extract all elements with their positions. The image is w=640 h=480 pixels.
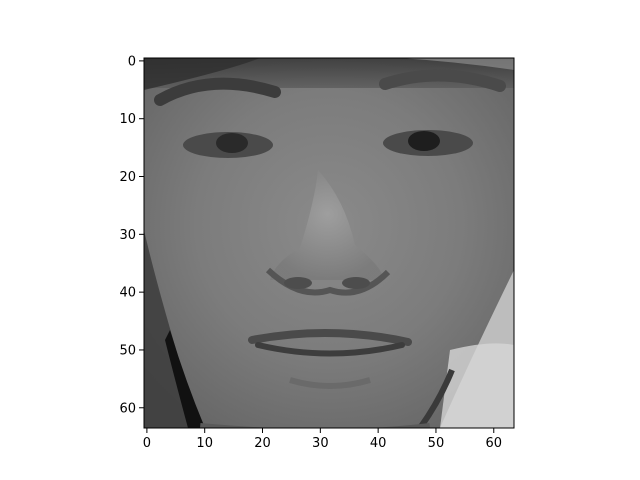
y-tick-label: 10 bbox=[119, 112, 136, 127]
axes-frame bbox=[143, 57, 515, 429]
y-tick-label: 0 bbox=[128, 54, 136, 69]
x-tick-label: 30 bbox=[312, 436, 329, 451]
y-tick-label: 50 bbox=[119, 343, 136, 358]
y-axis: 0 10 20 30 40 50 60 bbox=[119, 54, 144, 416]
x-tick-label: 20 bbox=[254, 436, 271, 451]
x-tick-label: 50 bbox=[428, 436, 445, 451]
y-tick-label: 20 bbox=[119, 170, 136, 185]
x-tick-label: 40 bbox=[370, 436, 387, 451]
face-image bbox=[144, 58, 514, 428]
x-tick-label: 0 bbox=[143, 436, 151, 451]
y-tick-label: 30 bbox=[119, 228, 136, 243]
x-tick-label: 60 bbox=[485, 436, 502, 451]
y-tick-label: 40 bbox=[119, 286, 136, 301]
x-axis: 0 10 20 30 40 50 60 bbox=[143, 428, 502, 451]
y-tick-label: 60 bbox=[119, 401, 136, 416]
x-tick-label: 10 bbox=[196, 436, 213, 451]
